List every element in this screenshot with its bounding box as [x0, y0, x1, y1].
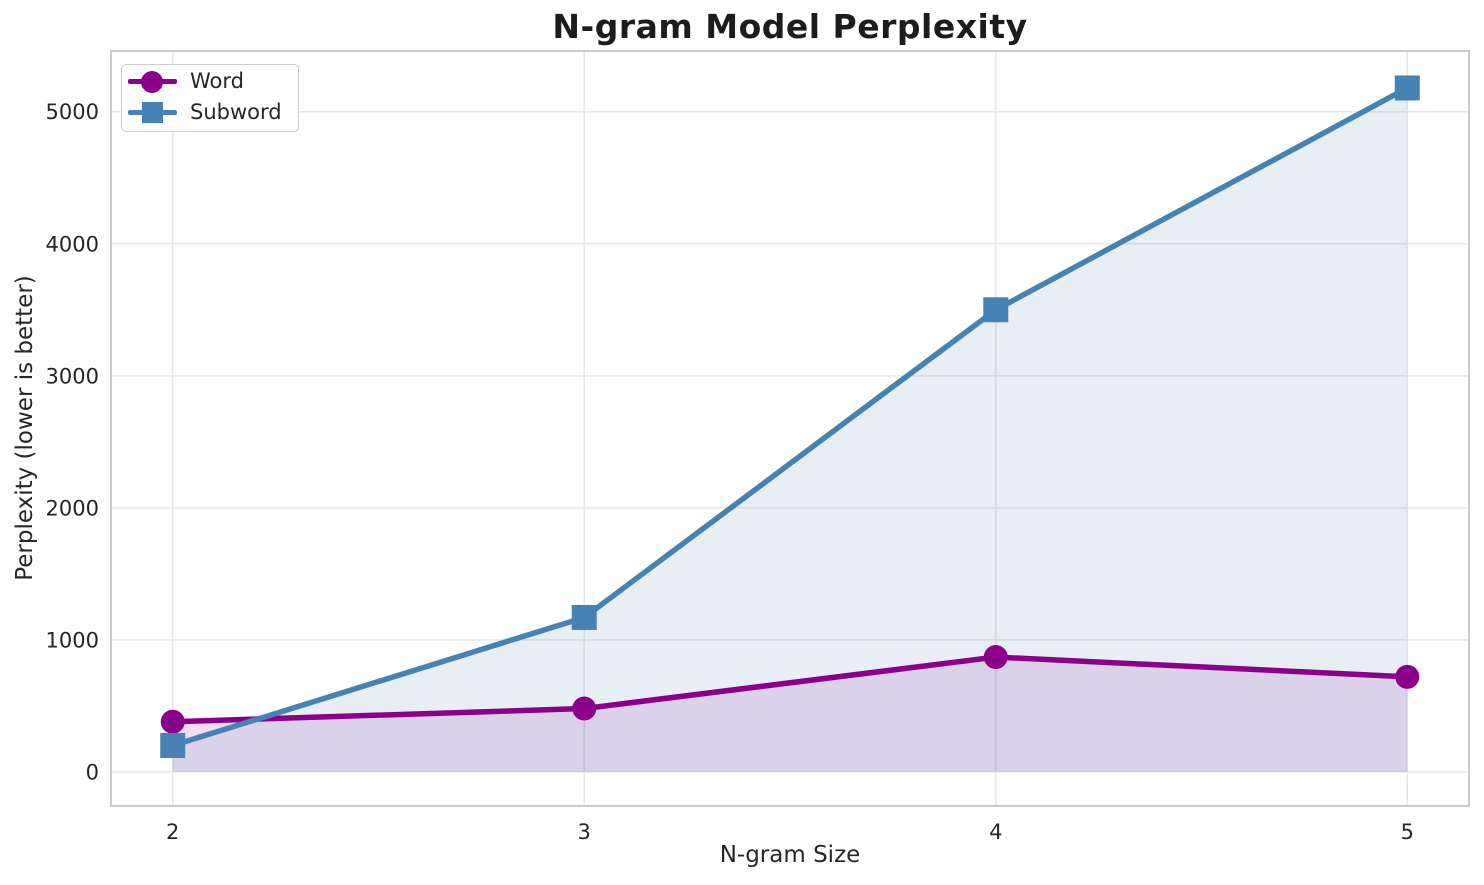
data-point-subword	[983, 297, 1009, 323]
data-point-word	[572, 696, 597, 721]
area-fill-subword	[172, 87, 1408, 772]
legend-box: Word Subword	[121, 64, 299, 132]
y-tick-label: 5000	[46, 100, 99, 124]
legend-item-word: Word	[128, 66, 282, 97]
data-point-word	[160, 709, 185, 734]
data-point-word	[1395, 664, 1420, 689]
legend-item-subword: Subword	[128, 97, 282, 128]
x-tick-label: 4	[989, 820, 1002, 844]
subword-square-marker-icon	[142, 102, 163, 123]
y-tick-label: 1000	[46, 628, 99, 652]
data-point-subword	[571, 604, 597, 630]
legend-label-word: Word	[190, 69, 244, 93]
y-tick-label: 3000	[46, 364, 99, 388]
word-line-marker-icon	[128, 70, 177, 94]
y-axis-label: Perplexity (lower is better)	[12, 275, 38, 581]
y-tick-label: 4000	[46, 232, 99, 256]
word-circle-marker-icon	[140, 70, 163, 93]
y-tick-label: 2000	[46, 496, 99, 520]
x-tick-label: 2	[166, 820, 179, 844]
chart-title: N-gram Model Perplexity	[552, 7, 1028, 46]
x-axis-label: N-gram Size	[719, 842, 861, 868]
data-point-word	[983, 645, 1008, 670]
series-line-word	[169, 654, 1411, 725]
data-point-subword	[160, 733, 186, 759]
data-point-subword	[1394, 75, 1420, 101]
x-tick-label: 5	[1401, 820, 1414, 844]
series-line-subword	[169, 85, 1411, 749]
subword-line-marker-icon	[128, 101, 177, 125]
plot-border	[110, 50, 1470, 807]
y-tick-label: 0	[86, 760, 99, 784]
legend-label-subword: Subword	[190, 100, 282, 124]
area-fill-word	[172, 657, 1408, 772]
x-tick-label: 3	[578, 820, 591, 844]
